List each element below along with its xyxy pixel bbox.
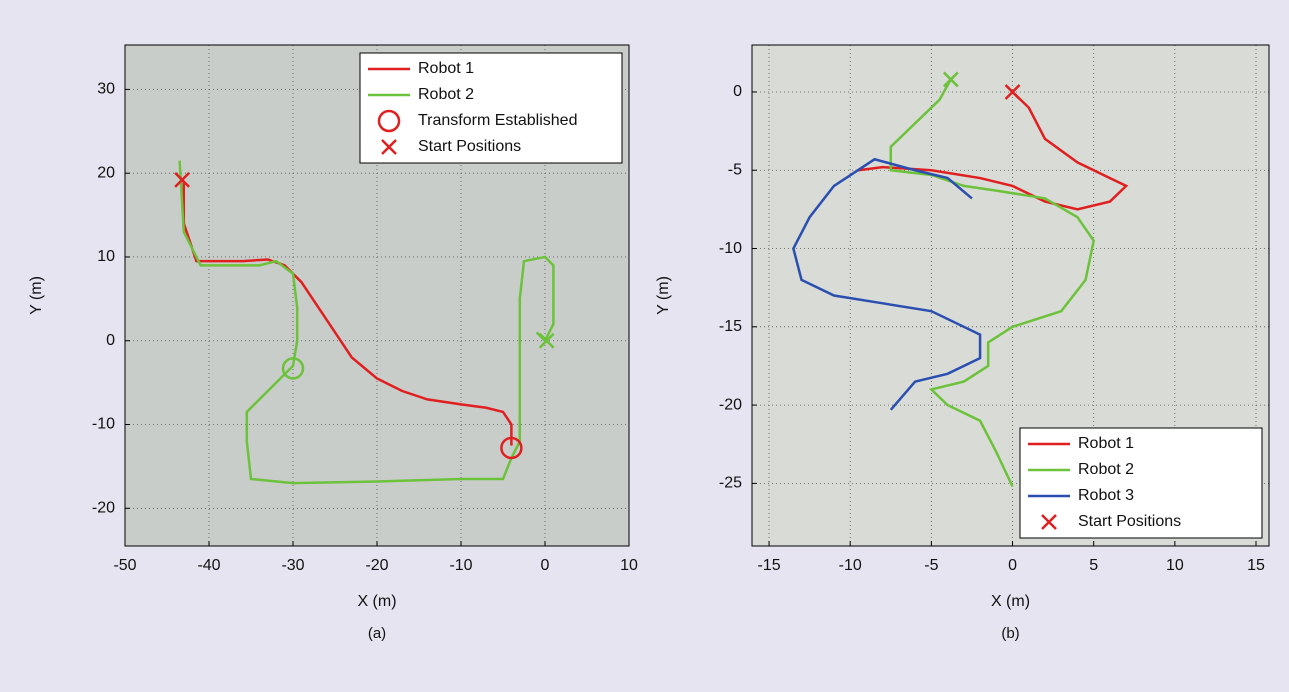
- legend-label: Start Positions: [418, 138, 521, 155]
- legend-label: Robot 2: [418, 86, 474, 103]
- legend-label: Start Positions: [1078, 513, 1181, 530]
- y-tick-label: 30: [97, 81, 115, 98]
- y-tick-label: 20: [97, 164, 115, 181]
- caption: (b): [1001, 625, 1019, 642]
- legend-label: Transform Established: [418, 112, 577, 129]
- y-tick-label: -20: [719, 396, 742, 413]
- y-tick-label: -20: [92, 500, 115, 517]
- caption: (a): [368, 625, 386, 642]
- x-tick-label: 0: [1008, 557, 1017, 574]
- x-tick-label: -20: [365, 557, 388, 574]
- page: {"chart_data": [ {"type": "line", "capti…: [0, 0, 1289, 692]
- y-tick-label: 0: [733, 83, 742, 100]
- legend-label: Robot 2: [1078, 461, 1134, 478]
- y-tick-label: -5: [728, 161, 742, 178]
- figure: -50-40-30-20-10010-20-100102030X (m)Y (m…: [0, 0, 1289, 692]
- y-tick-label: 0: [106, 332, 115, 349]
- x-tick-label: 5: [1089, 557, 1098, 574]
- y-tick-label: -10: [719, 240, 742, 257]
- x-tick-label: 10: [1166, 557, 1184, 574]
- x-tick-label: -15: [757, 557, 780, 574]
- x-tick-label: 10: [620, 557, 638, 574]
- x-tick-label: -10: [839, 557, 862, 574]
- y-tick-label: -15: [719, 318, 742, 335]
- y-axis-label: Y (m): [28, 276, 45, 315]
- x-tick-label: -5: [924, 557, 938, 574]
- x-tick-label: -10: [449, 557, 472, 574]
- y-tick-label: -25: [719, 475, 742, 492]
- y-tick-label: 10: [97, 248, 115, 265]
- x-tick-label: -50: [113, 557, 136, 574]
- y-tick-label: -10: [92, 416, 115, 433]
- legend-label: Robot 3: [1078, 487, 1134, 504]
- x-axis-label: X (m): [357, 593, 396, 610]
- x-tick-label: 15: [1247, 557, 1265, 574]
- x-tick-label: -30: [281, 557, 304, 574]
- x-tick-label: -40: [197, 557, 220, 574]
- x-tick-label: 0: [541, 557, 550, 574]
- legend-label: Robot 1: [1078, 435, 1134, 452]
- legend-label: Robot 1: [418, 60, 474, 77]
- y-axis-label: Y (m): [655, 276, 672, 315]
- x-axis-label: X (m): [991, 593, 1030, 610]
